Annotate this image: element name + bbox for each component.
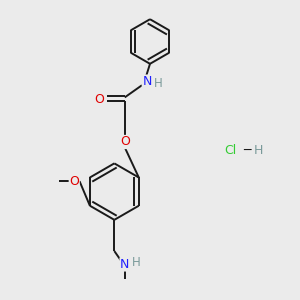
Text: O: O <box>69 175 79 188</box>
Text: N: N <box>142 75 152 88</box>
Text: ─: ─ <box>243 143 250 157</box>
Text: H: H <box>154 76 162 90</box>
Text: Cl: Cl <box>224 143 236 157</box>
Text: O: O <box>94 93 104 106</box>
Text: O: O <box>120 136 130 148</box>
Text: N: N <box>120 258 129 271</box>
Text: H: H <box>132 256 140 269</box>
Text: H: H <box>254 143 263 157</box>
